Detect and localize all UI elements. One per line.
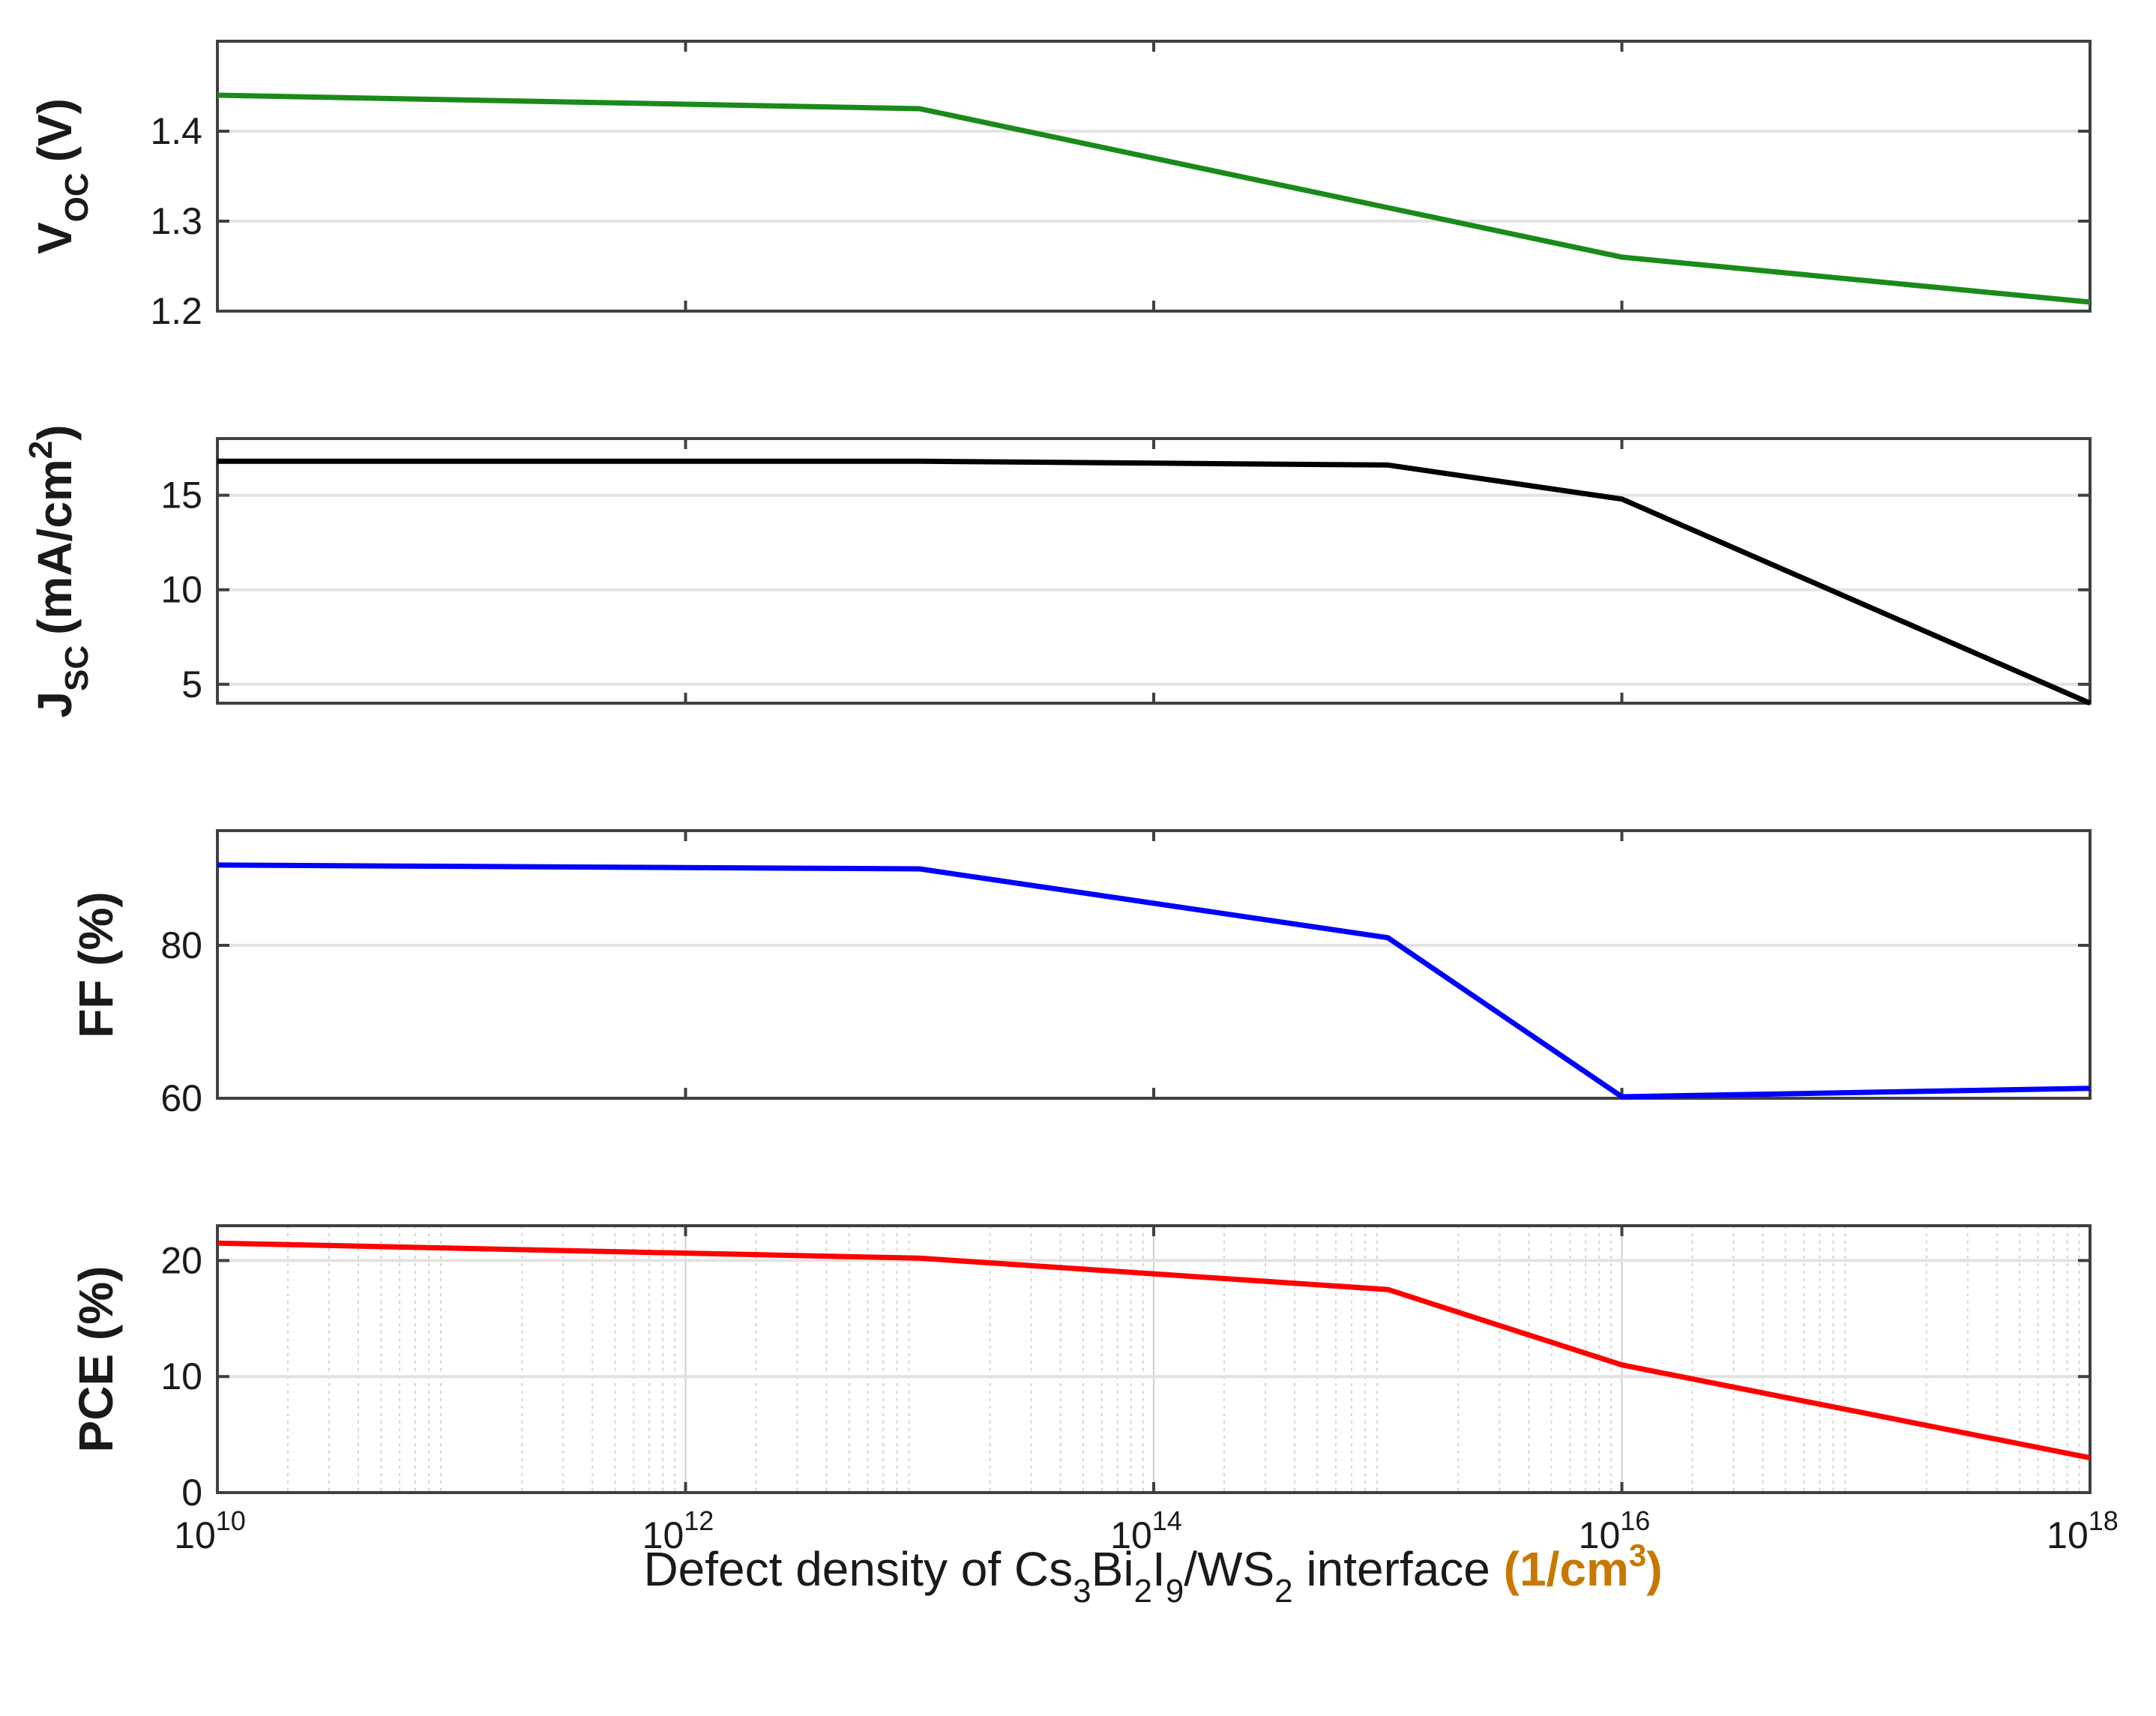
x-tick-exponent: 16 — [1620, 1505, 1650, 1536]
voc-ylabel-main: V — [28, 222, 82, 254]
ff-axes-box — [216, 829, 2092, 1100]
voc-ytick-label: 1.4 — [150, 110, 202, 152]
jsc-ytick-label: 15 — [160, 475, 202, 517]
ff-series-line — [217, 862, 2091, 1100]
x-tick-label: 1014 — [1110, 1505, 1182, 1556]
panel-voc: 1.2 1.3 1.4 VOC (V) — [28, 40, 2092, 332]
voc-ytick-label: 1.3 — [150, 200, 202, 242]
x-tick-base: 10 — [2047, 1514, 2089, 1556]
panel-pce: 0 10 20 PCE (%) — [69, 1224, 2092, 1514]
x-axis-label-p7: 2 — [1274, 1573, 1292, 1610]
voc-series-line — [217, 92, 2091, 305]
jsc-ylabel-close: ) — [28, 424, 82, 440]
x-axis-label-p4: I — [1152, 1542, 1166, 1596]
jsc-ytick-label: 5 — [181, 663, 202, 705]
x-tick-exponent: 10 — [216, 1505, 246, 1536]
voc-axes-box — [216, 40, 2092, 313]
x-tick-exponent: 18 — [2089, 1505, 2119, 1536]
x-axis-ticks: 1010 1012 1014 1016 1018 — [174, 1505, 2119, 1556]
voc-ylabel-sub: OC — [58, 172, 95, 222]
x-tick-base: 10 — [1110, 1514, 1152, 1556]
x-tick-exponent: 12 — [684, 1505, 714, 1536]
jsc-ylabel-sub: SC — [58, 645, 95, 691]
panel-ff: 60 80 FF (%) — [69, 829, 2092, 1119]
voc-ylabel: VOC (V) — [28, 98, 95, 254]
x-axis-unit-sup: 3 — [1629, 1538, 1646, 1573]
jsc-axes-box — [216, 437, 2092, 705]
x-tick-base: 10 — [1579, 1514, 1621, 1556]
x-axis-label: Defect density of Cs3Bi2I9/WS2 interface… — [643, 1538, 1662, 1610]
x-axis-unit-close: ) — [1646, 1542, 1662, 1596]
x-axis-label-p2: Bi — [1091, 1542, 1134, 1596]
ff-ytick-label: 60 — [160, 1077, 202, 1119]
x-axis-label-p0: Defect density of Cs — [643, 1542, 1073, 1596]
jsc-series-line — [217, 458, 2092, 706]
x-tick-label: 1018 — [2047, 1505, 2119, 1556]
ff-ylabel: FF (%) — [69, 891, 123, 1038]
jsc-ylabel-sup: 2 — [22, 441, 59, 459]
jsc-ylabel: JSC (mA/cm2) — [22, 424, 95, 717]
x-tick-base: 10 — [174, 1514, 216, 1556]
x-tick-base: 10 — [642, 1514, 684, 1556]
x-axis-label-p6: /WS — [1184, 1542, 1274, 1596]
voc-ytick-label: 1.2 — [150, 290, 202, 332]
ff-ytick-label: 80 — [160, 924, 202, 966]
pce-ytick-label: 20 — [160, 1239, 202, 1281]
x-axis-label-p8: interface — [1293, 1542, 1504, 1596]
pce-ytick-label: 0 — [181, 1472, 202, 1514]
jsc-ytick-label: 10 — [160, 569, 202, 611]
x-axis-unit-open: (1/cm — [1504, 1542, 1629, 1596]
x-axis-label-p1: 3 — [1073, 1573, 1091, 1610]
pce-ytick-label: 10 — [160, 1355, 202, 1397]
x-axis-label-p5: 9 — [1166, 1573, 1184, 1610]
jsc-ylabel-unit: (mA/cm — [28, 459, 82, 635]
x-tick-label: 1016 — [1579, 1505, 1651, 1556]
x-axis-label-p3: 2 — [1134, 1573, 1152, 1610]
voc-ylabel-unit: (V) — [28, 98, 82, 162]
jsc-ylabel-main: J — [28, 691, 82, 718]
pce-ylabel: PCE (%) — [69, 1266, 123, 1453]
x-tick-exponent: 14 — [1152, 1505, 1182, 1536]
panel-jsc: 5 10 15 JSC (mA/cm2) — [22, 424, 2092, 718]
pce-series-line — [217, 1240, 2091, 1461]
x-tick-label: 1010 — [174, 1505, 246, 1556]
x-tick-label: 1012 — [642, 1505, 714, 1556]
